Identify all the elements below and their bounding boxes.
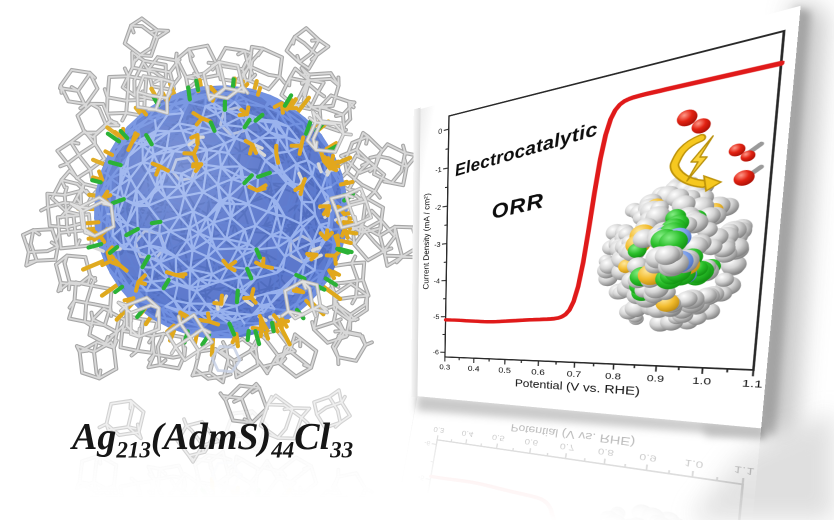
svg-text:0.6: 0.6 [531,368,545,377]
svg-text:0.7: 0.7 [559,440,576,452]
svg-text:0.6: 0.6 [524,436,540,447]
svg-text:1.1: 1.1 [733,463,756,478]
svg-text:1.0: 1.0 [684,456,705,470]
svg-text:-6: -6 [433,349,440,357]
svg-text:-4: -4 [412,507,419,516]
svg-text:-5: -5 [433,314,440,322]
svg-text:Current Density (mA / cm²): Current Density (mA / cm²) [422,192,432,289]
svg-text:-3: -3 [434,241,441,250]
svg-text:1.1: 1.1 [741,379,763,391]
svg-text:-6: -6 [424,438,431,446]
svg-text:0.4: 0.4 [461,428,475,438]
svg-text:0.3: 0.3 [433,424,446,434]
svg-text:-2: -2 [435,204,442,213]
svg-text:0.9: 0.9 [639,451,659,464]
svg-text:0.8: 0.8 [597,445,615,458]
svg-text:0.5: 0.5 [491,432,506,443]
svg-text:-5: -5 [418,472,425,481]
svg-text:0.7: 0.7 [566,370,581,380]
svg-text:0.9: 0.9 [646,374,664,385]
svg-text:-1: -1 [435,166,442,176]
svg-text:Potential (V vs. RHE): Potential (V vs. RHE) [515,377,641,398]
svg-text:-4: -4 [434,277,441,285]
svg-text:0.8: 0.8 [605,372,622,382]
svg-text:0: 0 [438,127,443,137]
svg-text:0.3: 0.3 [439,364,450,372]
svg-text:0.4: 0.4 [468,365,480,374]
svg-text:1.0: 1.0 [692,377,712,388]
svg-text:0.5: 0.5 [498,367,511,376]
